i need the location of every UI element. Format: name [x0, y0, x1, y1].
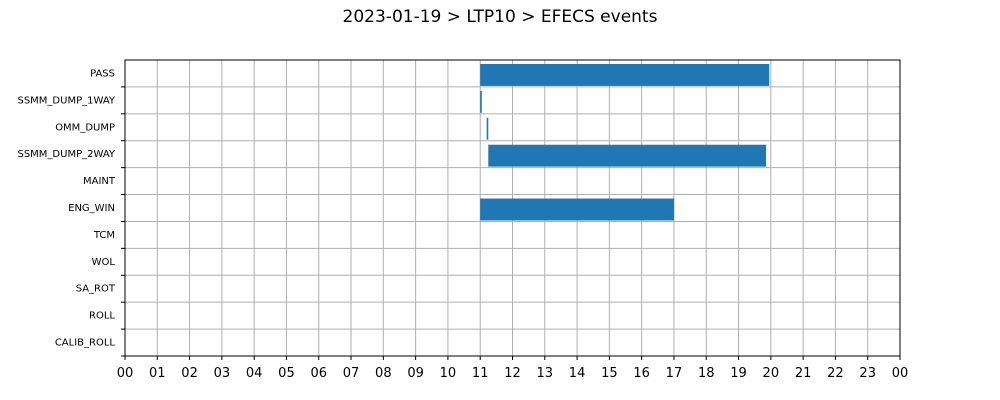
y-tick-label: MAINT [83, 176, 116, 187]
x-tick-label: 01 [149, 366, 166, 381]
y-tick-label: WOL [92, 257, 116, 268]
x-tick-label: 17 [666, 366, 683, 381]
y-tick-label: PASS [90, 68, 115, 79]
x-tick-label: 22 [827, 366, 844, 381]
y-axis-labels: PASS SSMM_DUMP_1WAY OMM_DUMP SSMM_DUMP_2WAY… [17, 68, 125, 357]
x-tick-label: 20 [763, 366, 780, 381]
y-tick-label: TCM [93, 230, 115, 241]
event-bar [486, 117, 489, 140]
x-tick-label: 14 [569, 366, 586, 381]
x-tick-label: 11 [472, 366, 489, 381]
y-tick-label: ROLL [89, 311, 115, 322]
y-tick-label: OMM_DUMP [55, 122, 115, 133]
x-axis-labels: 00 01 02 03 04 05 06 07 08 09 10 11 12 13 14 15 16 17 18 19… [117, 356, 909, 381]
y-tick-label: ENG_WIN [68, 203, 115, 214]
x-tick-label: 09 [407, 366, 424, 381]
x-tick-label: 23 [859, 366, 876, 381]
event-bar [480, 90, 482, 113]
event-bar [480, 198, 674, 221]
chart-title: 2023-01-19 > LTP10 > EFECS events [343, 7, 658, 27]
x-tick-label: 08 [375, 366, 392, 381]
x-tick-label: 00 [892, 366, 909, 381]
y-tick-label: SA_ROT [76, 284, 116, 295]
x-tick-label: 21 [795, 366, 812, 381]
x-tick-label: 03 [214, 366, 231, 381]
event-bar [480, 64, 770, 86]
x-tick-label: 16 [633, 366, 650, 381]
x-tick-label: 19 [730, 366, 747, 381]
event-bar [488, 144, 766, 167]
x-tick-label: 02 [181, 366, 198, 381]
y-tick-label: SSMM_DUMP_2WAY [17, 149, 115, 160]
x-tick-label: 10 [440, 366, 457, 381]
x-tick-label: 05 [278, 366, 295, 381]
x-tick-label: 12 [504, 366, 521, 381]
x-tick-label: 04 [246, 366, 263, 381]
x-tick-label: 13 [537, 366, 554, 381]
x-tick-label: 15 [601, 366, 618, 381]
y-tick-label: SSMM_DUMP_1WAY [17, 95, 115, 106]
bar-layer [480, 64, 770, 221]
x-tick-label: 07 [343, 366, 360, 381]
x-tick-label: 00 [117, 366, 134, 381]
x-tick-label: 06 [310, 366, 327, 381]
x-tick-label: 18 [698, 366, 715, 381]
y-tick-label: CALIB_ROLL [55, 338, 116, 349]
